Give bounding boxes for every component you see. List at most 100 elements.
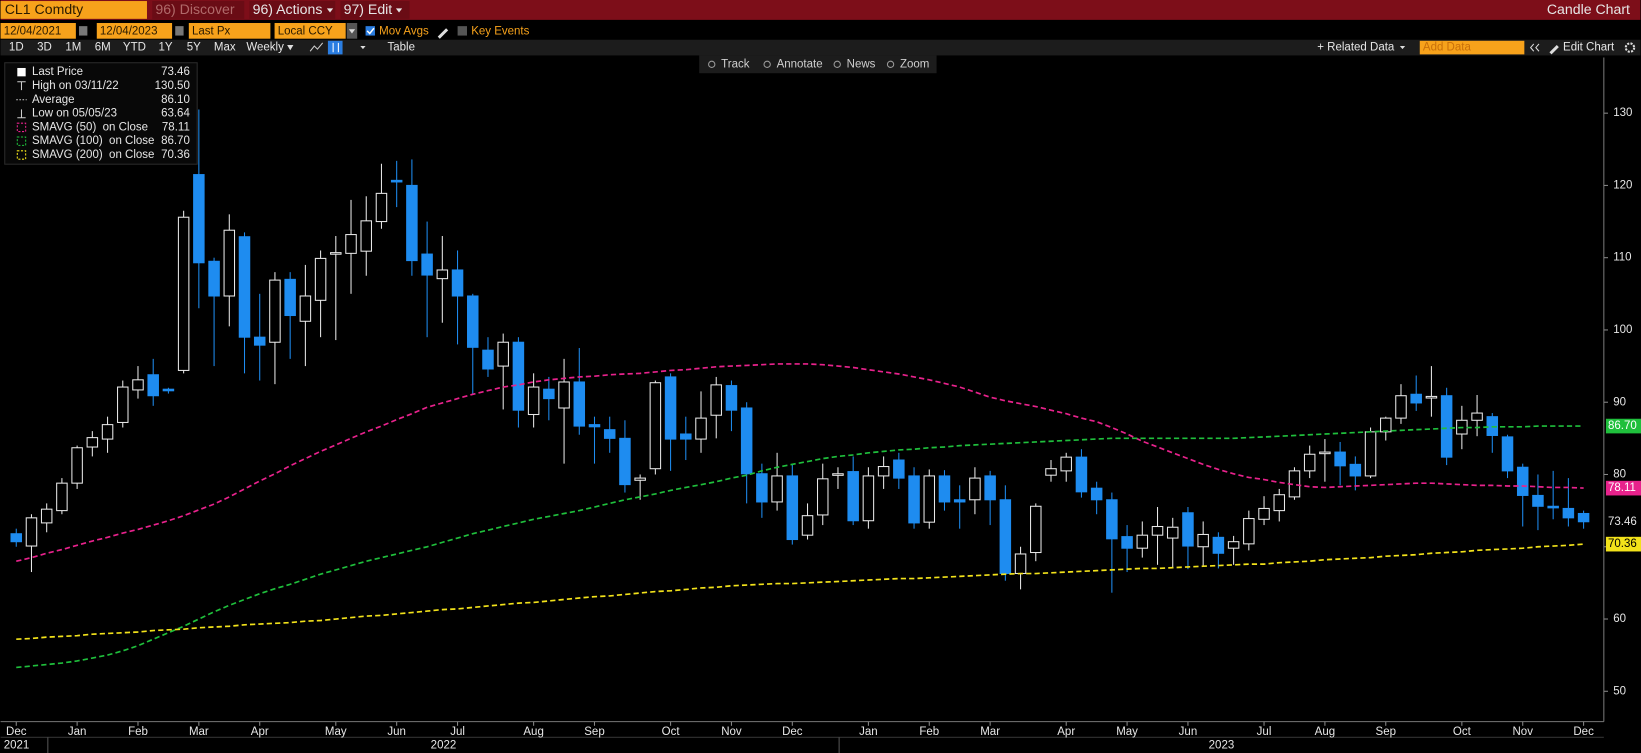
value-tag-label: 78.11 [1608, 482, 1636, 494]
candle-body [467, 295, 479, 348]
candle-body [1030, 505, 1042, 554]
candle-body [619, 437, 631, 486]
tool-button[interactable]: Track [721, 58, 750, 70]
dropdown-arrow [287, 44, 294, 51]
candle-chart-icon[interactable] [327, 40, 343, 55]
candle-body [208, 260, 220, 297]
candle-body [25, 517, 38, 547]
candle-body [512, 341, 525, 411]
x-tick-label: Apr [251, 726, 269, 738]
candle-body [953, 499, 966, 503]
tool-button[interactable]: News [847, 58, 876, 70]
x-tick-label: Nov [721, 726, 742, 738]
chart-tools [699, 55, 937, 74]
moving-average-line [16, 543, 1584, 641]
candle-body [1303, 453, 1316, 472]
field: Last Px [192, 25, 231, 37]
dropdown-arrow [360, 46, 366, 50]
candle-body [193, 174, 205, 264]
period-button[interactable]: 5Y [187, 42, 201, 54]
security: CL1 Comdty [5, 1, 84, 17]
x-tick-label: Oct [662, 726, 681, 738]
period-button[interactable]: 1Y [158, 42, 172, 54]
period-button[interactable]: YTD [123, 42, 146, 54]
candle-body [1334, 451, 1346, 467]
tool-button[interactable]: Annotate [777, 58, 823, 70]
security-field[interactable] [0, 1, 147, 19]
value-tag-label: 86.70 [1608, 420, 1637, 432]
calendar-icon[interactable] [175, 26, 184, 36]
candle-body [1243, 518, 1255, 545]
toggle-label: Mov Avgs [379, 25, 429, 37]
candle-body [1197, 533, 1209, 548]
candle-body [664, 376, 677, 440]
checkbox[interactable] [365, 26, 375, 36]
candle-body [1380, 417, 1392, 433]
period-button[interactable]: 1D [9, 42, 24, 54]
menu-button[interactable] [340, 1, 410, 19]
candle-body [406, 184, 418, 262]
candle-body [132, 379, 144, 391]
checkbox[interactable] [457, 26, 468, 36]
candle-body [786, 475, 799, 541]
candle-body [390, 179, 403, 183]
candle-body [314, 257, 327, 301]
x-tick-label: Dec [782, 726, 803, 738]
check-mark [366, 27, 375, 35]
y-tick-label: 50 [1613, 685, 1626, 697]
pencil-icon[interactable] [437, 28, 449, 39]
tool-icon [833, 60, 841, 68]
candle-body [695, 417, 707, 440]
candle-body [603, 429, 616, 439]
period-button[interactable]: 1M [65, 42, 81, 54]
candle-body [558, 381, 570, 409]
legend-icon [17, 81, 26, 91]
table-button[interactable]: Table [388, 42, 416, 54]
period-button[interactable]: 6M [95, 42, 111, 54]
menu-button[interactable] [152, 1, 245, 19]
candle-body [1151, 525, 1164, 536]
related-data[interactable]: + Related Data [1317, 42, 1395, 54]
dropdown-arrow [395, 8, 403, 13]
y-tick-label: 120 [1613, 179, 1632, 191]
candle-body [1440, 395, 1453, 458]
candle-body [1166, 526, 1179, 539]
candle-body [893, 459, 905, 479]
candle-body [1547, 505, 1559, 509]
candle-body [223, 229, 236, 297]
title-bar [0, 0, 1641, 20]
candle-body [269, 279, 281, 343]
legend-label: High on 03/11/22 [32, 80, 119, 92]
collapse-icon[interactable] [1529, 43, 1540, 52]
candle-body [908, 475, 920, 524]
period-button[interactable]: Max [214, 42, 236, 54]
field-select[interactable] [188, 23, 271, 39]
candle-body [40, 508, 53, 524]
edit-chart[interactable]: Edit Chart [1563, 42, 1615, 54]
currency-select[interactable] [274, 23, 346, 39]
tool-button[interactable]: Zoom [900, 58, 929, 70]
date-field[interactable] [96, 23, 173, 39]
menu-button[interactable] [249, 1, 336, 19]
date-field[interactable] [0, 23, 76, 39]
candle-body [482, 349, 494, 370]
legend-label: SMAVG (50) on Close [32, 121, 148, 133]
candle-body [1532, 494, 1544, 507]
line-chart-icon[interactable] [309, 42, 324, 52]
calendar-icon[interactable] [79, 26, 88, 36]
frequency[interactable]: Weekly [246, 42, 284, 54]
legend-icon [16, 122, 27, 133]
settings-icon[interactable] [1624, 42, 1636, 53]
candle-body [816, 478, 829, 516]
candle-body [1060, 456, 1072, 472]
period-button[interactable]: 3D [37, 42, 52, 54]
candle-body [375, 192, 388, 223]
candle-body [862, 475, 875, 522]
moving-average-line [16, 363, 1584, 563]
legend-value: 73.46 [161, 66, 190, 78]
candle-body [984, 475, 996, 501]
y-tick-label: 90 [1613, 396, 1626, 408]
add-data-field[interactable] [1419, 40, 1525, 55]
candle-body [1349, 463, 1362, 477]
